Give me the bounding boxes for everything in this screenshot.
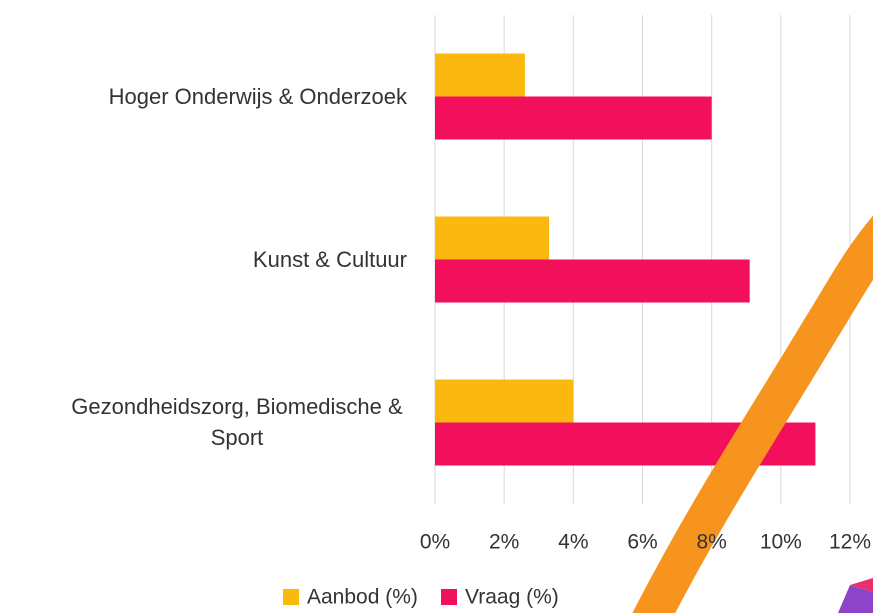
- x-tick-label: 2%: [489, 531, 519, 554]
- labels: 0% 2% 4% 6% 8% 10% 12% Aanbod (%) Vraag (%): [283, 531, 871, 609]
- category-label: Hoger Onderwijs & Onderzoek: [109, 81, 407, 113]
- category-label-box: Gezondheidszorg, Biomedische & Sport: [67, 391, 407, 455]
- x-tick-label: 4%: [558, 531, 588, 554]
- x-tick-label: 6%: [627, 531, 657, 554]
- x-tick-label: 10%: [760, 531, 802, 554]
- legend-label: Vraag (%): [465, 586, 559, 609]
- x-tick-label: 8%: [696, 531, 726, 554]
- bar: [435, 54, 525, 97]
- legend-swatch: [441, 589, 457, 605]
- bar: [435, 260, 750, 303]
- category-label: Kunst & Cultuur: [253, 244, 407, 276]
- category-label: Gezondheidszorg, Biomedische & Sport: [67, 391, 407, 455]
- legend-label: Aanbod (%): [307, 586, 418, 609]
- x-tick-label: 12%: [829, 531, 871, 554]
- category-label-box: Hoger Onderwijs & Onderzoek: [109, 81, 407, 113]
- legend-swatch: [283, 589, 299, 605]
- page: {"chart_data": {"type": "hbar", "categor…: [0, 0, 873, 613]
- bar: [435, 97, 712, 140]
- bar: [435, 380, 573, 423]
- category-label-box: Kunst & Cultuur: [253, 244, 407, 276]
- bar: [435, 217, 549, 260]
- x-tick-label: 0%: [420, 531, 450, 554]
